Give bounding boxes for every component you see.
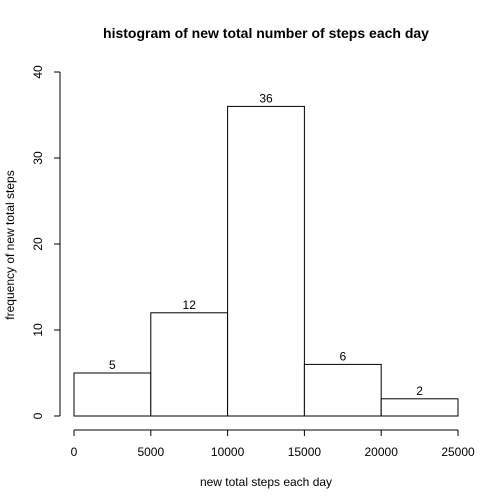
x-axis-label: new total steps each day (200, 475, 332, 489)
y-tick-label: 0 (31, 412, 45, 419)
x-tick-label: 20000 (365, 445, 399, 459)
bar-count-label: 2 (416, 384, 423, 398)
chart-title: histogram of new total number of steps e… (103, 25, 429, 41)
x-tick-label: 5000 (137, 445, 164, 459)
y-tick-label: 30 (31, 151, 45, 165)
histogram-bar (73, 372, 152, 417)
x-tick-label: 25000 (441, 445, 475, 459)
bar-labels-group: 5 12 36 6 2 (109, 91, 423, 397)
histogram-bar (380, 398, 459, 417)
bar-count-label: 12 (183, 298, 197, 312)
bar-count-label: 36 (259, 91, 273, 105)
x-axis: 0 5000 10000 15000 20000 25000 (71, 429, 475, 459)
y-axis-label: frequency of new total steps (3, 170, 17, 319)
histogram-bar (303, 363, 382, 417)
bar-count-label: 6 (339, 349, 346, 363)
y-axis: 0 10 20 30 40 (31, 65, 61, 419)
x-tick-label: 0 (71, 445, 78, 459)
histogram-bar (150, 312, 229, 417)
x-tick-label: 10000 (211, 445, 245, 459)
histogram-bar (227, 105, 305, 417)
bar-count-label: 5 (109, 358, 116, 372)
x-tick-label: 15000 (288, 445, 322, 459)
y-tick-label: 40 (31, 65, 45, 79)
bars-group (73, 105, 459, 417)
y-tick-label: 20 (31, 237, 45, 251)
y-tick-label: 10 (31, 323, 45, 337)
